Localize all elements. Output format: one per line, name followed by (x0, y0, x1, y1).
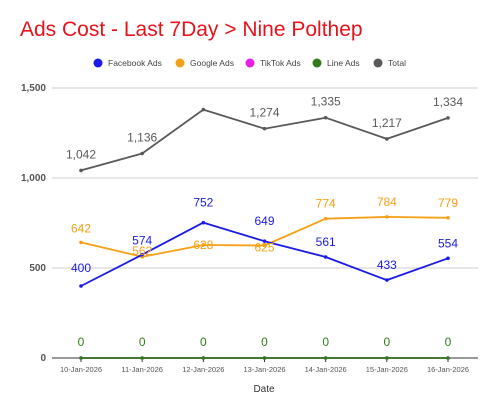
data-label-line-ads: 0 (261, 335, 268, 349)
data-label-facebook-ads: 574 (132, 234, 152, 248)
data-label-google-ads: 774 (316, 197, 336, 211)
data-point-total (446, 116, 450, 120)
data-point-facebook-ads (79, 284, 83, 288)
data-label-line-ads: 0 (78, 335, 85, 349)
data-label-facebook-ads: 561 (316, 235, 336, 249)
legend-item-line-ads[interactable]: Line Ads (312, 58, 360, 68)
data-point-line-ads (201, 356, 206, 360)
data-point-total (201, 107, 206, 112)
data-point-google-ads (201, 243, 206, 247)
data-point-line-ads (262, 356, 267, 360)
data-label-total: 1,274 (249, 106, 279, 120)
legend-swatch (312, 58, 322, 68)
chart-title: Ads Cost - Last 7Day > Nine Polthep (20, 18, 363, 41)
data-label-line-ads: 0 (139, 335, 146, 349)
data-point-facebook-ads (262, 239, 267, 243)
data-label-line-ads: 0 (200, 335, 207, 349)
data-label-google-ads: 642 (71, 221, 91, 235)
y-axis-ticks: 0 500 1,000 1,500 (21, 83, 46, 364)
x-tick-label: 11-Jan-2026 (121, 365, 163, 374)
data-label-google-ads: 628 (193, 238, 213, 252)
y-tick-label: 500 (29, 263, 46, 274)
legend-label: Total (388, 58, 406, 68)
legend-item-facebook-ads[interactable]: Facebook Ads (93, 58, 162, 68)
data-point-total (79, 168, 83, 173)
legend-item-total[interactable]: Total (373, 58, 407, 68)
legend-swatch (93, 58, 103, 68)
legend-swatch (245, 58, 255, 68)
data-point-google-ads (262, 243, 267, 248)
data-point-facebook-ads (140, 252, 144, 257)
x-tick-label: 13-Jan-2026 (243, 365, 285, 374)
x-tick-label: 12-Jan-2026 (182, 365, 224, 374)
x-axis-label: Date (253, 384, 275, 395)
legend-label: Google Ads (190, 58, 234, 68)
x-tick-label: 10-Jan-2026 (60, 365, 102, 374)
data-label-total: 1,217 (372, 116, 402, 130)
data-label-google-ads: 625 (254, 241, 274, 255)
legend-label: TikTok Ads (260, 58, 301, 68)
data-point-total (262, 126, 267, 131)
series-lines (79, 107, 450, 360)
data-label-google-ads: 784 (377, 195, 397, 209)
x-tick-label: 15-Jan-2026 (366, 365, 408, 374)
data-labels: 400 574 752 649 561 433 554 642 562 628 625 774 784 7… (66, 95, 463, 349)
data-point-facebook-ads (446, 256, 450, 261)
data-label-google-ads: 562 (132, 244, 152, 258)
data-point-line-ads (385, 356, 389, 360)
legend: Facebook Ads Google Ads TikTok Ads Line Ads… (93, 58, 407, 68)
data-label-line-ads: 0 (322, 335, 329, 349)
data-label-facebook-ads: 554 (438, 236, 458, 250)
data-point-facebook-ads (385, 278, 389, 282)
x-tick-label: 14-Jan-2026 (305, 365, 347, 374)
data-label-facebook-ads: 400 (71, 261, 91, 275)
data-point-line-ads (79, 356, 83, 360)
y-tick-label: 1,000 (21, 173, 46, 184)
data-point-facebook-ads (323, 255, 328, 259)
data-label-total: 1,334 (433, 95, 463, 109)
data-label-total: 1,042 (66, 147, 96, 161)
data-label-total: 1,136 (127, 131, 157, 145)
data-label-facebook-ads: 649 (254, 214, 274, 228)
legend-swatch (175, 58, 185, 68)
data-point-total (140, 151, 144, 156)
data-point-total (323, 115, 328, 120)
data-point-line-ads (140, 356, 144, 360)
data-point-google-ads (79, 240, 83, 245)
y-tick-label: 0 (40, 353, 46, 364)
legend-label: Facebook Ads (108, 58, 162, 68)
data-point-line-ads (323, 356, 328, 360)
data-label-facebook-ads: 752 (193, 196, 213, 210)
data-point-total (385, 137, 389, 141)
data-label-line-ads: 0 (383, 335, 390, 349)
x-axis-ticks: 10-Jan-2026 11-Jan-2026 12-Jan-2026 13-Jan-… (60, 358, 469, 374)
data-label-facebook-ads: 433 (377, 258, 397, 272)
data-label-google-ads: 779 (438, 196, 458, 210)
data-point-line-ads (446, 356, 450, 360)
data-label-line-ads: 0 (445, 335, 452, 349)
legend-item-tiktok-ads[interactable]: TikTok Ads (245, 58, 301, 68)
data-point-google-ads (446, 215, 450, 220)
data-label-total: 1,335 (311, 95, 341, 109)
legend-swatch (373, 58, 383, 68)
legend-label: Line Ads (327, 58, 360, 68)
data-point-google-ads (323, 216, 328, 221)
data-point-google-ads (385, 215, 389, 219)
legend-item-google-ads[interactable]: Google Ads (175, 58, 234, 68)
x-tick-label: 16-Jan-2026 (427, 365, 469, 374)
y-tick-label: 1,500 (21, 83, 46, 94)
data-point-facebook-ads (201, 220, 206, 225)
